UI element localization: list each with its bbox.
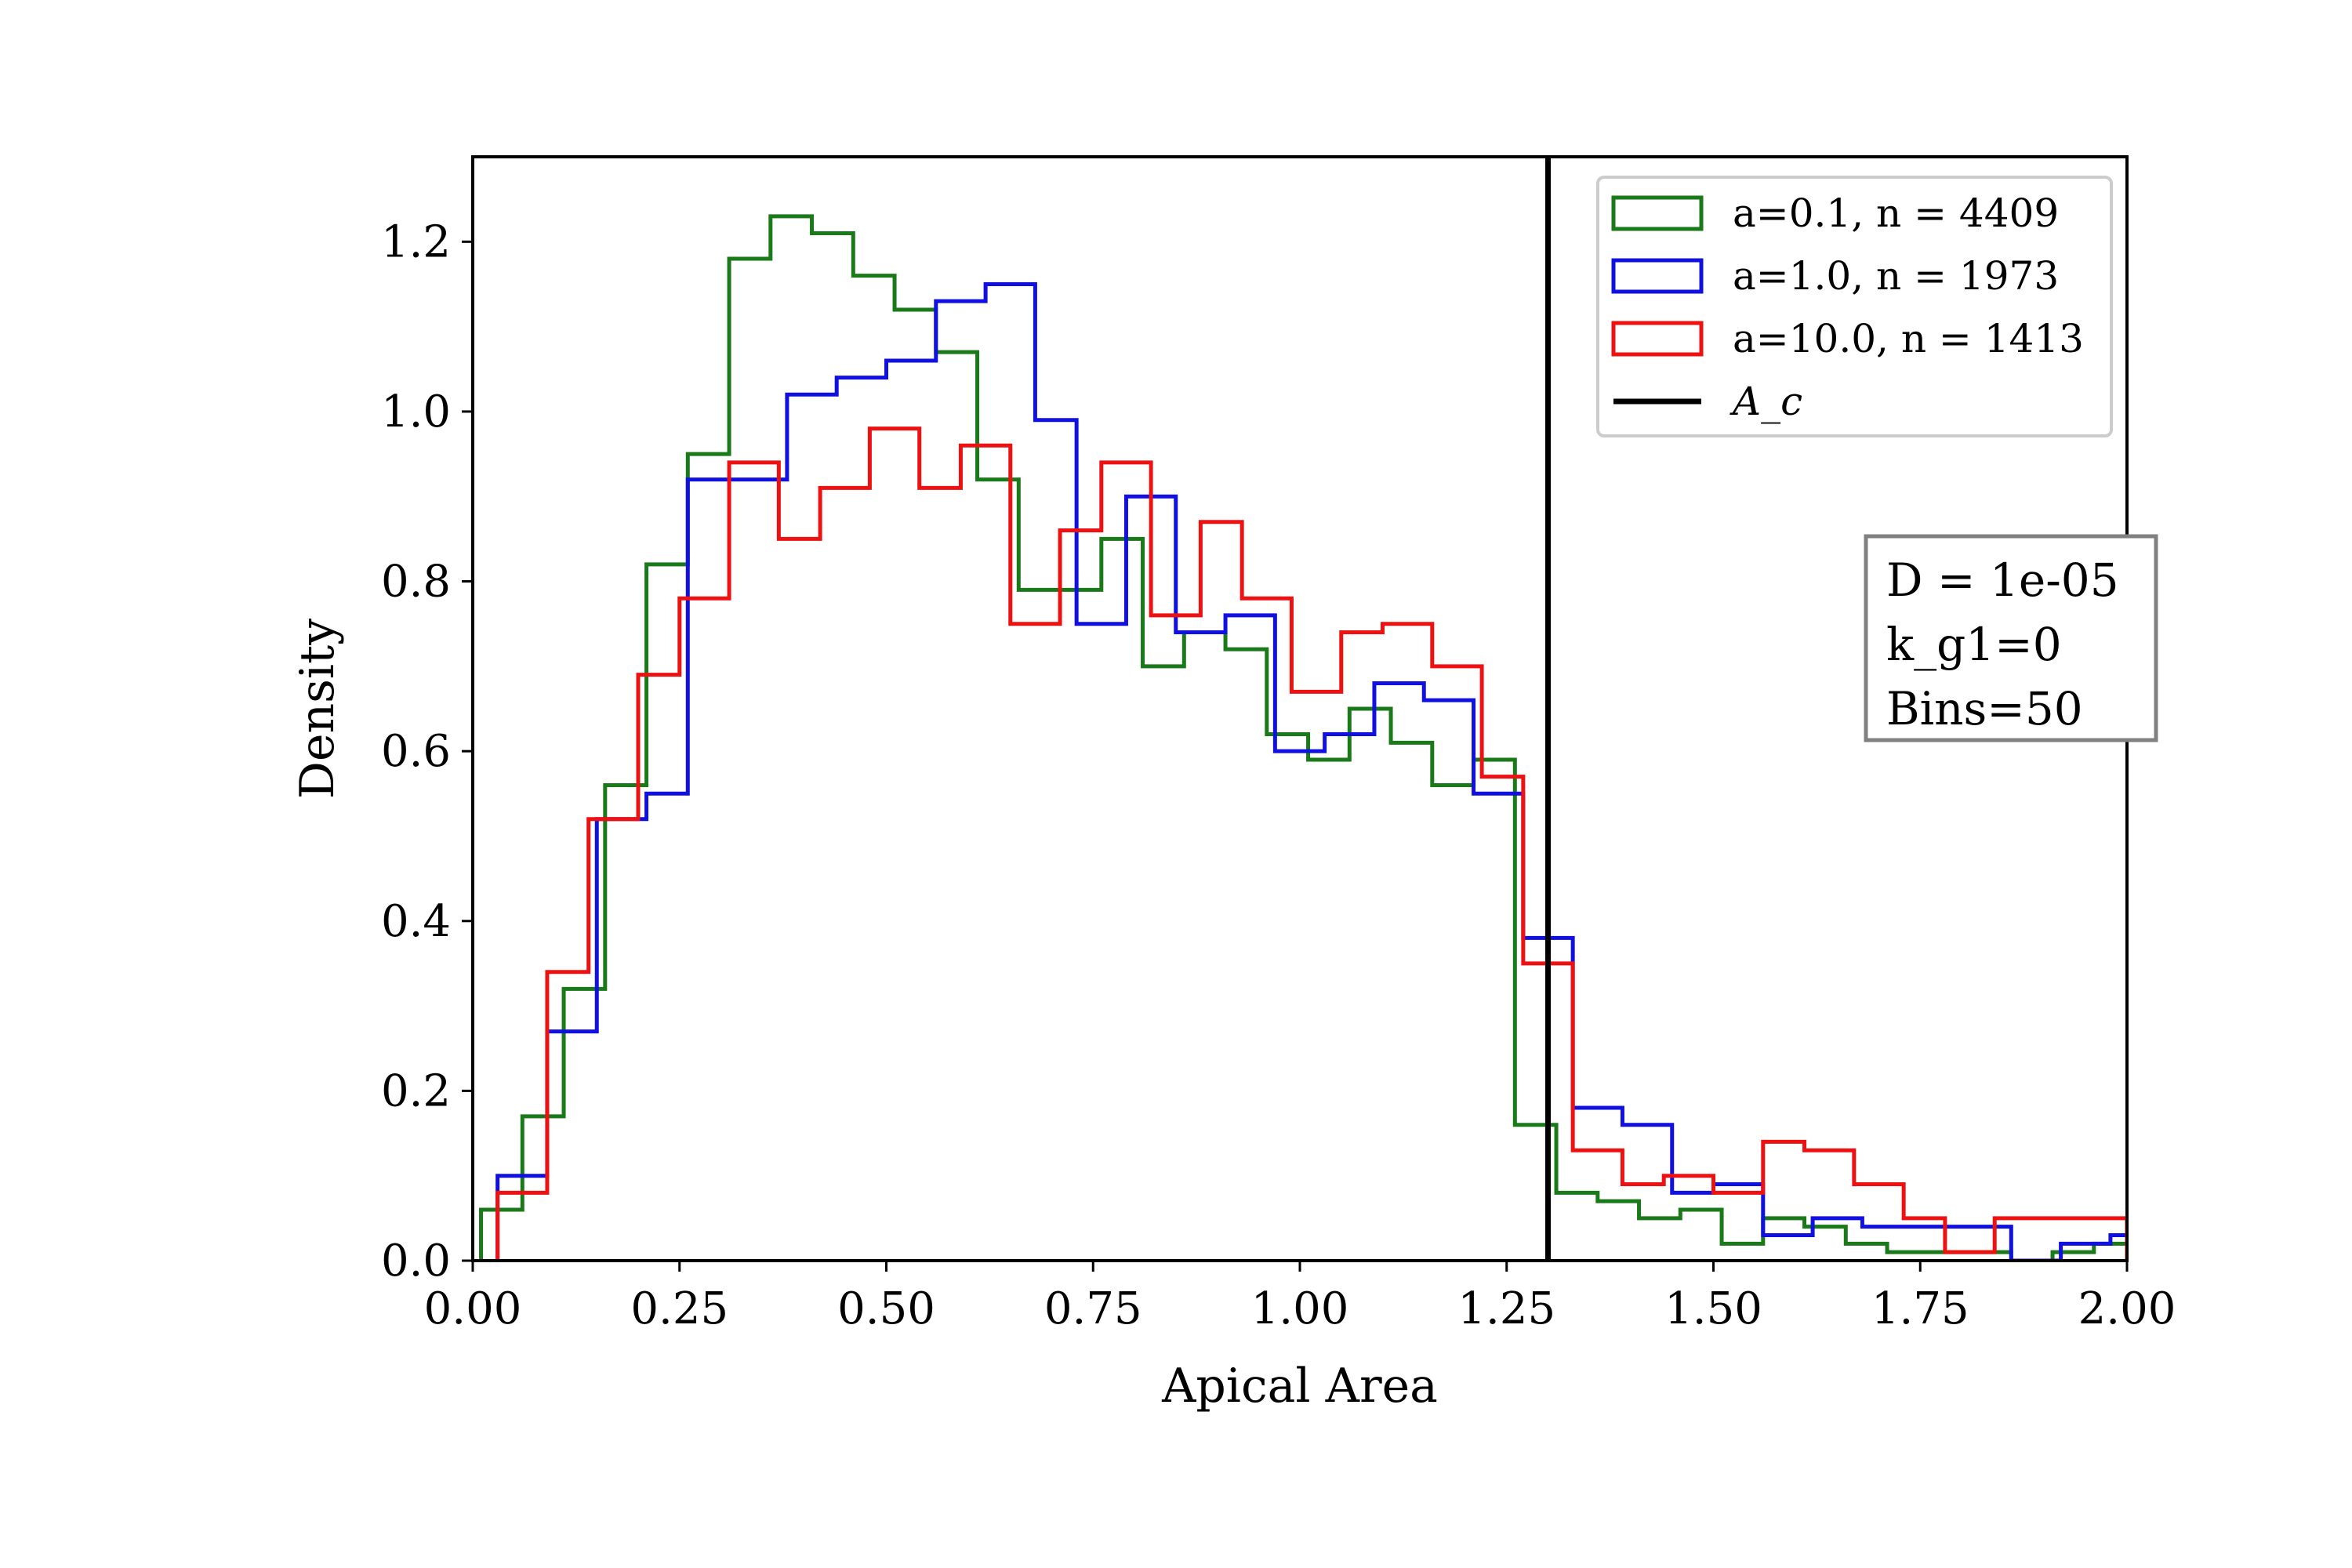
legend-label-series-1: a=1.0, n = 1973 bbox=[1733, 253, 2059, 299]
info-line-0: D = 1e-05 bbox=[1886, 554, 2119, 607]
x-tick-label: 1.00 bbox=[1251, 1283, 1349, 1334]
y-axis-label: Density bbox=[290, 619, 345, 799]
y-tick-label: 0.2 bbox=[381, 1065, 451, 1116]
info-line-1: k_g1=0 bbox=[1886, 618, 2062, 671]
info-box: D = 1e-05 k_g1=0 Bins=50 bbox=[1864, 534, 2158, 742]
legend-swatch-series-1 bbox=[1611, 258, 1704, 294]
x-tick-label: 1.50 bbox=[1664, 1283, 1762, 1334]
y-tick-label: 0.0 bbox=[381, 1236, 451, 1287]
x-tick-label: 0.25 bbox=[630, 1283, 728, 1334]
legend-swatch-series-2 bbox=[1611, 321, 1704, 357]
x-axis-label: Apical Area bbox=[1161, 1359, 1438, 1414]
legend-label-series-0: a=0.1, n = 4409 bbox=[1733, 191, 2059, 236]
x-tick-label: 0.75 bbox=[1044, 1283, 1142, 1334]
series-2-step-line bbox=[495, 426, 2127, 1261]
info-line-2: Bins=50 bbox=[1886, 682, 2083, 735]
x-tick-label: 2.00 bbox=[2078, 1283, 2176, 1334]
legend-label-critical-line: A_c bbox=[1730, 379, 1802, 424]
x-tick-label: 0.50 bbox=[837, 1283, 935, 1334]
series-0-step-line bbox=[479, 214, 2127, 1261]
axes-layer: 0.00 0.25 0.50 0.75 1.00 1.25 1.50 1.75 2.00 0.0 0… bbox=[290, 155, 2176, 1414]
x-tick-label: 1.75 bbox=[1871, 1283, 1969, 1334]
series-1-step-line bbox=[495, 281, 2127, 1261]
y-tick-label: 0.4 bbox=[381, 896, 451, 947]
y-tick-label: 0.6 bbox=[381, 726, 451, 777]
y-tick-label: 1.0 bbox=[381, 387, 451, 437]
legend-label-series-2: a=10.0, n = 1413 bbox=[1733, 316, 2084, 361]
info-box-frame bbox=[1864, 534, 2158, 742]
x-tick-label: 0.00 bbox=[424, 1283, 522, 1334]
legend: a=0.1, n = 4409 a=1.0, n = 1973 a=10.0, n … bbox=[1596, 176, 2113, 437]
y-tick-label: 1.2 bbox=[381, 216, 451, 267]
y-tick-label: 0.8 bbox=[381, 557, 451, 608]
series-group bbox=[479, 157, 2127, 1261]
legend-box bbox=[1596, 176, 2113, 437]
legend-swatch-series-0 bbox=[1611, 195, 1704, 231]
x-tick-label: 1.25 bbox=[1457, 1283, 1555, 1334]
plot-layer bbox=[479, 157, 2127, 1261]
